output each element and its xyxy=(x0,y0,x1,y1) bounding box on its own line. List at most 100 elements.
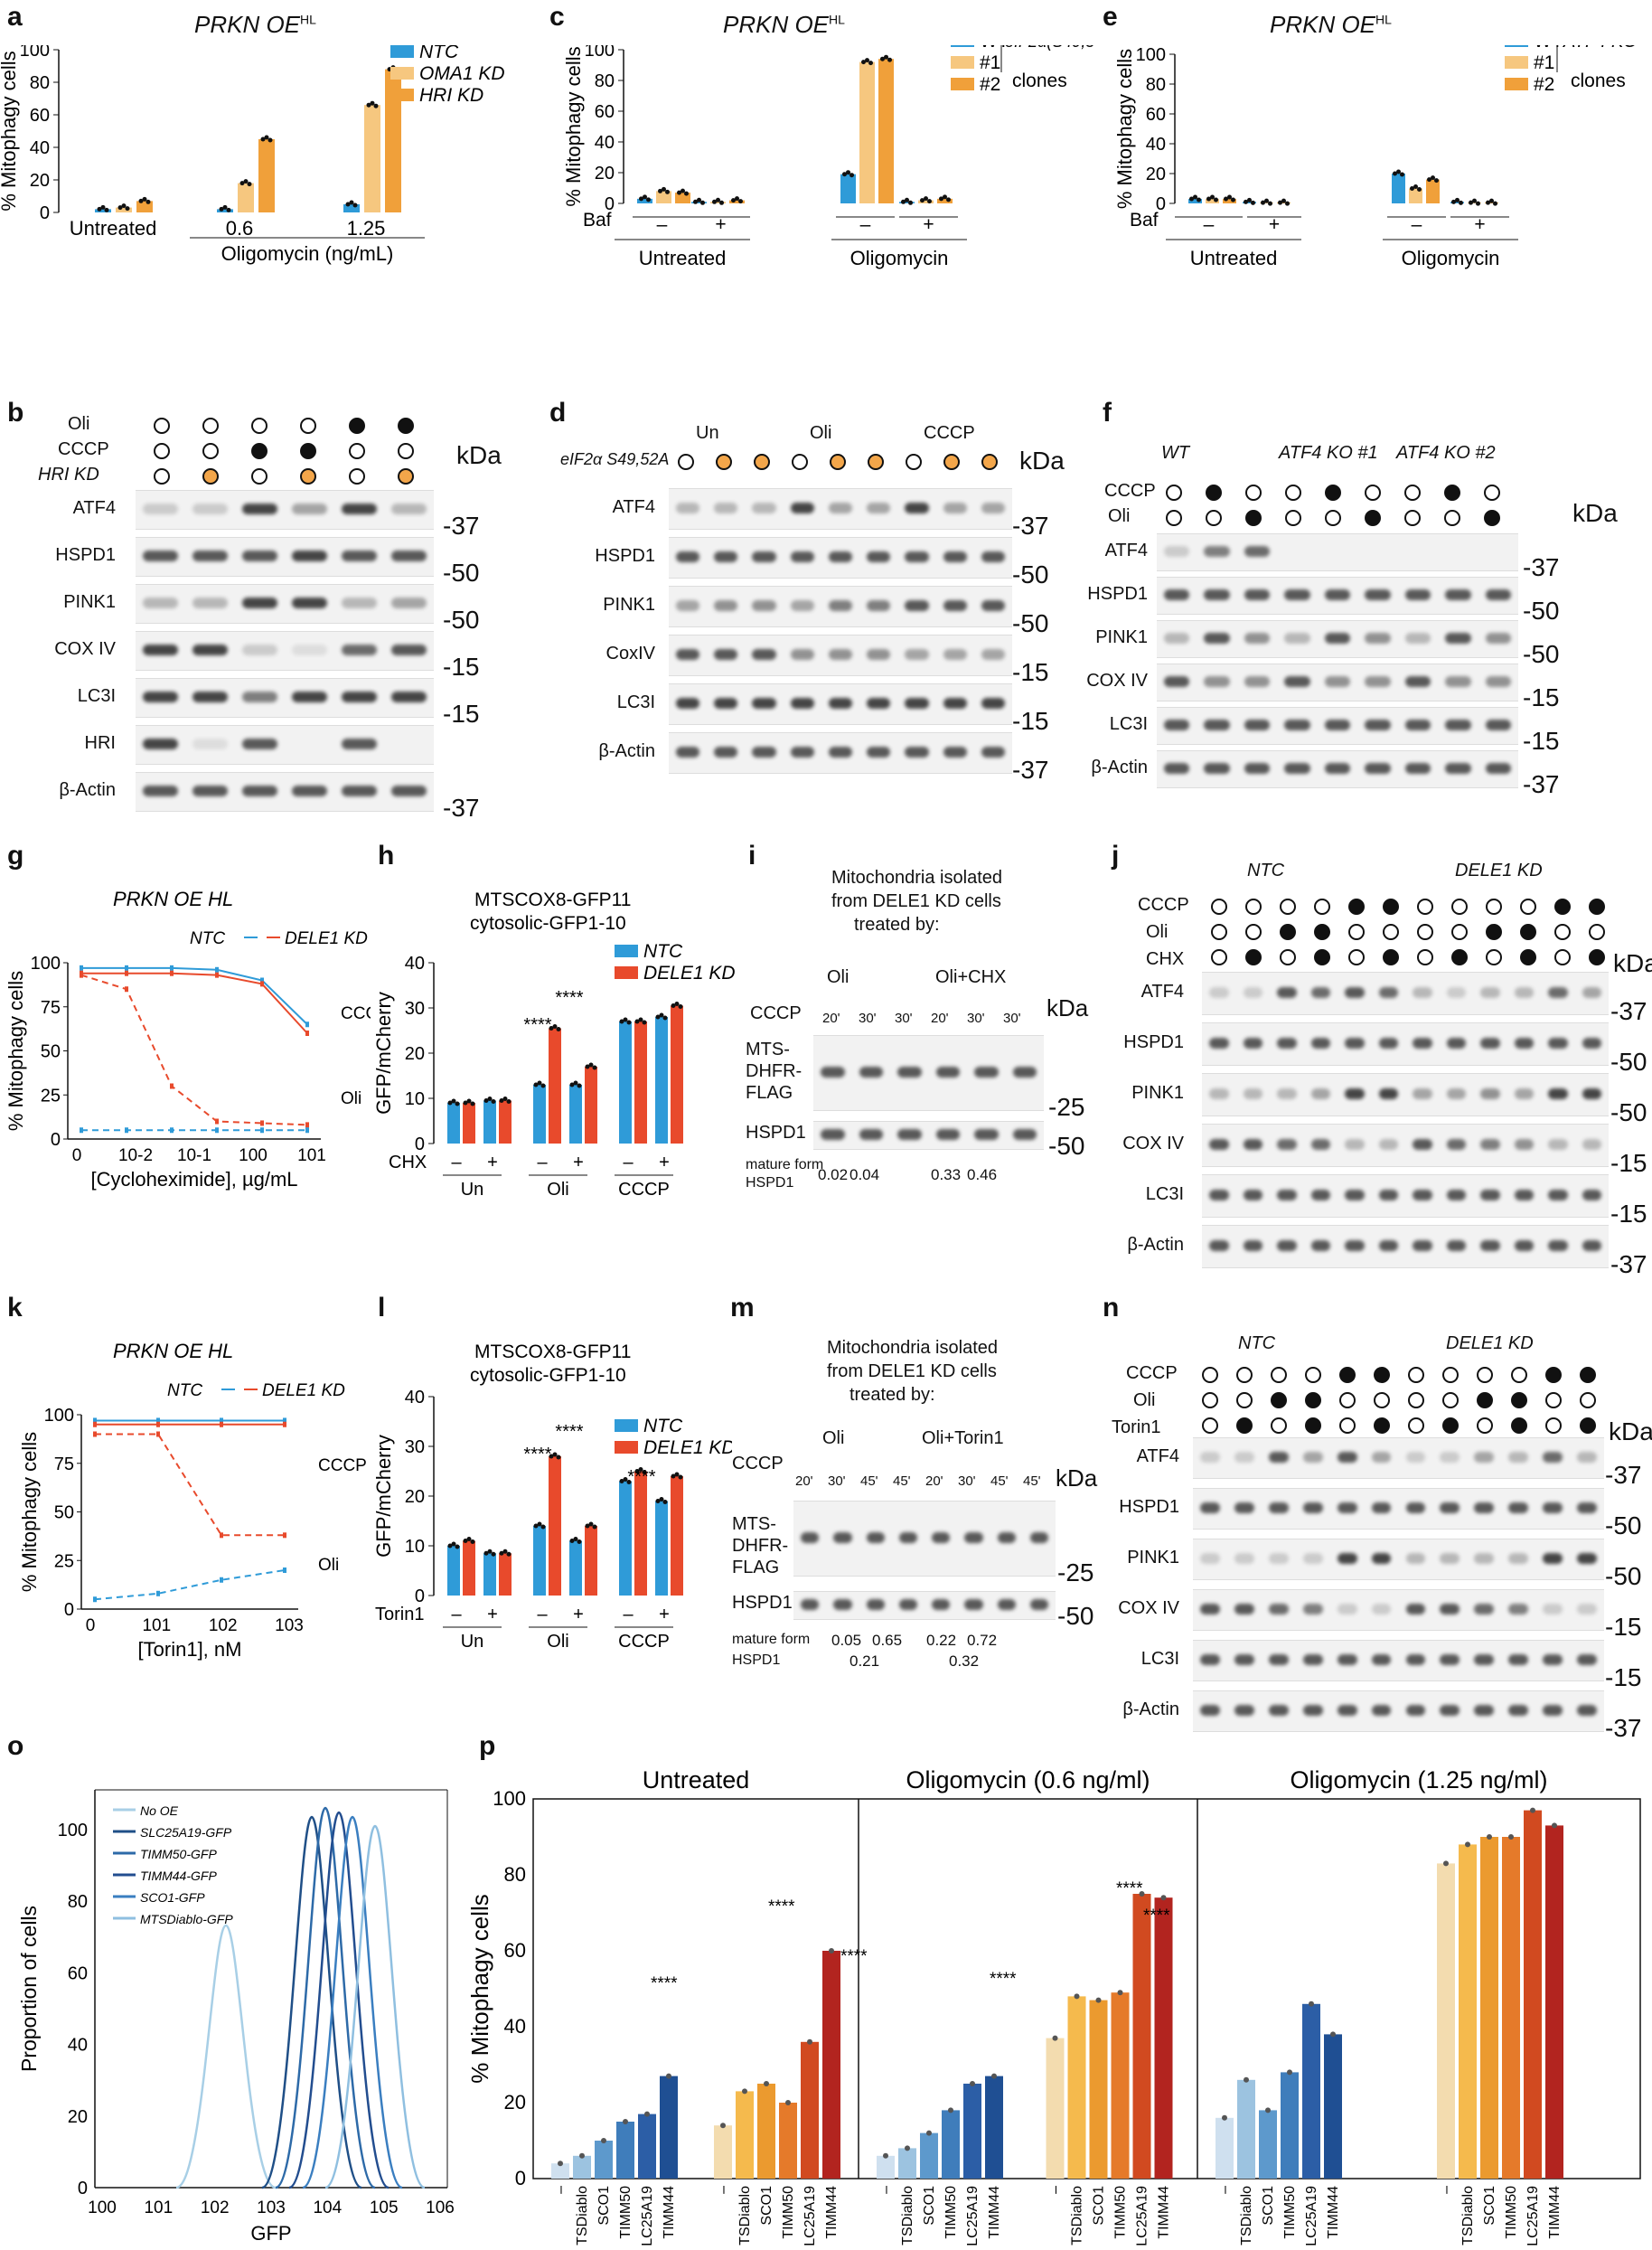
band xyxy=(1302,1502,1323,1513)
bar xyxy=(877,2155,895,2179)
blot-label: β-Actin xyxy=(1122,1699,1179,1719)
title-c: PRKN OEHL xyxy=(723,11,845,38)
blot-label: LC3I xyxy=(77,686,116,706)
band xyxy=(1371,1452,1392,1463)
band xyxy=(1345,1088,1365,1099)
x-tick-label: MTSDiablo xyxy=(900,2186,915,2246)
bar xyxy=(736,2091,754,2179)
band xyxy=(342,786,377,796)
x-tick-label: SCO1 xyxy=(1261,2186,1276,2226)
histogram-curve xyxy=(175,1924,277,2189)
band xyxy=(1543,1604,1563,1615)
band xyxy=(1337,1452,1357,1463)
kda-marker: -50 xyxy=(1012,560,1049,588)
data-point xyxy=(1287,2069,1292,2076)
band xyxy=(1284,589,1310,600)
band xyxy=(1310,1190,1330,1200)
x-tick-label: 101 xyxy=(144,2198,173,2217)
series-point xyxy=(125,970,128,976)
series-point xyxy=(283,1532,286,1539)
y-tick-label: 20 xyxy=(405,1487,425,1507)
band xyxy=(1268,1502,1289,1513)
series-point xyxy=(260,1120,264,1126)
condition-circle xyxy=(1383,924,1399,940)
y-tick-label: 100 xyxy=(493,1787,526,1810)
blot-label: PINK1 xyxy=(1131,1083,1184,1103)
y-tick-label: 0 xyxy=(64,1600,74,1620)
band xyxy=(867,551,891,562)
sig-label: **** xyxy=(840,1947,868,1966)
condition-circle xyxy=(1202,1417,1218,1434)
bar xyxy=(840,174,856,203)
x-tick-label: TIMM44 xyxy=(662,2186,677,2239)
group-label: WT xyxy=(1161,443,1190,463)
band xyxy=(828,503,853,513)
data-point xyxy=(447,1543,453,1549)
western-blot-f: WT ATF4 KO #1 ATF4 KO #2 CCCP Oli kDa ATF4 -37 H… xyxy=(1086,407,1652,823)
series-point xyxy=(93,1596,97,1603)
band xyxy=(143,692,178,702)
band xyxy=(1200,1654,1220,1665)
band xyxy=(1268,1654,1289,1665)
condition-circle xyxy=(1202,1367,1218,1383)
data-point xyxy=(219,206,224,212)
x-tick-label: 103 xyxy=(257,2198,286,2217)
data-point xyxy=(1469,200,1473,205)
data-point xyxy=(662,1500,668,1504)
blot-label: β-Actin xyxy=(598,741,655,761)
legend-label: #1 xyxy=(1534,52,1554,73)
sig-label: **** xyxy=(651,1974,678,1993)
legend-label: DELE1 KD xyxy=(643,1437,732,1458)
data-point xyxy=(946,197,951,202)
band xyxy=(1302,1654,1323,1665)
group-label: Oli xyxy=(822,1428,845,1448)
band xyxy=(1577,1705,1597,1716)
baf-sign: – xyxy=(1412,214,1422,235)
x-tick-label: TIMM44 xyxy=(1157,2186,1172,2239)
band xyxy=(1345,1139,1365,1150)
band xyxy=(981,551,1005,562)
data-point xyxy=(569,1539,575,1543)
group-label: Untreated xyxy=(1190,247,1278,269)
data-point xyxy=(678,1004,683,1009)
time-label: 45' xyxy=(990,1473,1009,1489)
y-tick-label: 0 xyxy=(51,1130,61,1150)
data-point xyxy=(1214,197,1218,202)
band xyxy=(1548,1190,1568,1200)
legend-swatch xyxy=(951,45,974,47)
bar xyxy=(963,2084,981,2179)
blot-strip xyxy=(1193,1690,1604,1732)
y-axis-label: GFP/mCherry xyxy=(372,992,395,1115)
condition-circle xyxy=(1211,949,1227,965)
y-axis-label: % Mitophagy cells xyxy=(562,46,585,206)
data-point xyxy=(674,1002,680,1006)
condition-label: CCCP xyxy=(58,439,109,459)
data-point xyxy=(665,189,670,194)
bar xyxy=(95,209,111,212)
condition-circle xyxy=(300,468,316,485)
data-point xyxy=(1160,1895,1167,1901)
data-point xyxy=(533,1082,539,1087)
legend-label: #2 xyxy=(1534,74,1554,95)
series-point xyxy=(260,1127,264,1134)
band xyxy=(1485,720,1511,730)
band xyxy=(1012,1067,1037,1078)
bar xyxy=(1067,1996,1086,2179)
data-point xyxy=(1309,2001,1314,2007)
data-point xyxy=(920,198,925,203)
x-tick-label: – xyxy=(1048,2186,1064,2194)
x-tick-label: SLC25A19 xyxy=(965,2186,981,2246)
data-point xyxy=(1210,194,1215,200)
blot-strip xyxy=(1202,1073,1609,1116)
condition-circle xyxy=(1280,899,1296,915)
condition-circle xyxy=(1245,899,1262,915)
data-point xyxy=(662,186,666,192)
data-point xyxy=(1222,2114,1227,2121)
band xyxy=(752,600,776,611)
data-point xyxy=(226,207,231,212)
time-label: 20' xyxy=(931,1011,949,1026)
series-point xyxy=(156,1590,160,1596)
condition-circle xyxy=(1339,1367,1356,1383)
data-point xyxy=(883,2152,888,2159)
condition-circle xyxy=(1271,1367,1287,1383)
